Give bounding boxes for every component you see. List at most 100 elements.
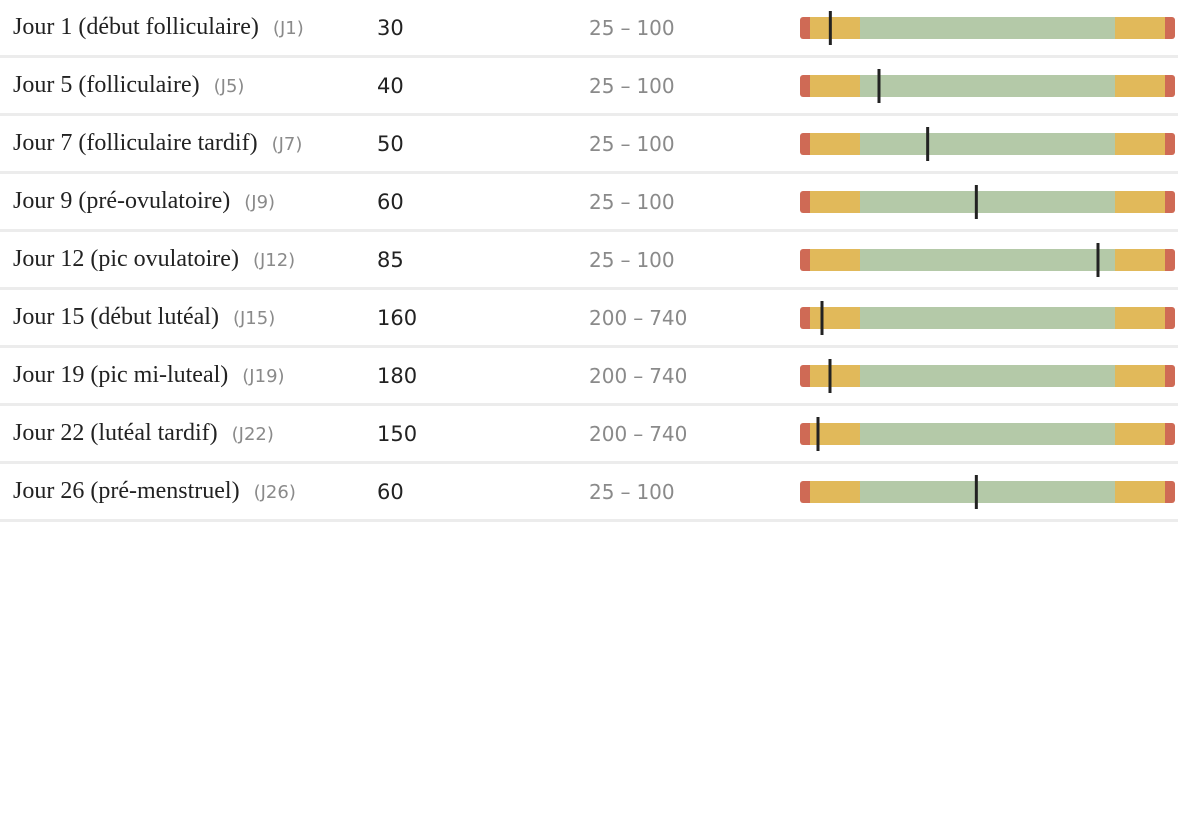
range-separator: – [620, 189, 631, 214]
range-separator: – [620, 131, 631, 156]
reference-range: 25–100 [589, 248, 675, 272]
range-separator: – [620, 73, 631, 98]
test-label: Jour 1 (début folliculaire) (J1) [13, 9, 358, 46]
results-table: Jour 1 (début folliculaire) (J1) 30 25–100 J… [0, 0, 1178, 522]
test-label: Jour 9 (pré-ovulatoire) (J9) [13, 183, 358, 220]
reference-range: 200–740 [589, 306, 687, 330]
test-name: Jour 22 (lutéal tardif) [13, 420, 218, 446]
bar-segment [1115, 248, 1165, 271]
result-value: 30 [377, 15, 404, 40]
range-high: 100 [636, 479, 675, 504]
range-high: 100 [636, 15, 675, 40]
range-low: 200 [589, 363, 628, 388]
result-row: Jour 12 (pic ovulatoire) (J12) 85 25–100 [0, 232, 1178, 290]
bar-segment [1115, 16, 1165, 39]
reference-range: 25–100 [589, 16, 675, 40]
range-low: 25 [589, 73, 615, 98]
test-code: (J22) [231, 424, 274, 445]
range-low: 25 [589, 131, 615, 156]
result-row: Jour 9 (pré-ovulatoire) (J9) 60 25–100 [0, 174, 1178, 232]
range-high: 100 [636, 247, 675, 272]
bar-segment [860, 248, 1115, 271]
value-marker [1096, 242, 1100, 277]
range-low: 25 [589, 479, 615, 504]
result-row: Jour 26 (pré-menstruel) (J26) 60 25–100 [0, 464, 1178, 522]
test-name: Jour 12 (pic ovulatoire) [13, 246, 239, 272]
value-marker [828, 358, 832, 393]
reference-range: 200–740 [589, 364, 687, 388]
test-label: Jour 26 (pré-menstruel) (J26) [13, 473, 358, 510]
bar-segment [810, 364, 860, 387]
range-bar [800, 184, 1175, 219]
test-code: (J15) [232, 308, 276, 329]
test-code: (J1) [272, 18, 304, 39]
result-row: Jour 5 (folliculaire) (J5) 40 25–100 [0, 58, 1178, 116]
test-code: (J7) [271, 134, 303, 155]
value-marker [926, 126, 930, 161]
result-value: 160 [377, 305, 418, 330]
value-marker [974, 184, 978, 219]
result-value: 50 [377, 131, 404, 156]
test-name: Jour 7 (folliculaire tardif) [13, 130, 258, 156]
range-bar [800, 474, 1175, 509]
bar-segment [860, 306, 1115, 329]
bar-segment [810, 132, 860, 155]
bar-segment [860, 190, 1115, 213]
bar-segment [1115, 422, 1165, 445]
result-value: 150 [377, 421, 418, 446]
reference-range: 25–100 [589, 190, 675, 214]
bar-segment [860, 16, 1115, 39]
range-bar [800, 242, 1175, 277]
bar-segment [810, 306, 860, 329]
result-value: 180 [377, 363, 418, 388]
reference-range: 25–100 [589, 132, 675, 156]
test-name: Jour 15 (début lutéal) [13, 304, 219, 330]
test-label: Jour 22 (lutéal tardif) (J22) [13, 415, 358, 452]
bar-segment [1115, 74, 1165, 97]
test-label: Jour 15 (début lutéal) (J15) [13, 299, 358, 336]
range-high: 740 [649, 305, 688, 330]
bar-segment [810, 190, 860, 213]
bar-segment [860, 422, 1115, 445]
test-name: Jour 5 (folliculaire) [13, 72, 200, 98]
range-bar [800, 416, 1175, 451]
range-high: 100 [636, 73, 675, 98]
test-code: (J26) [253, 482, 296, 503]
result-row: Jour 7 (folliculaire tardif) (J7) 50 25–100 [0, 116, 1178, 174]
test-label: Jour 19 (pic mi-luteal) (J19) [13, 357, 358, 394]
bar-segment [860, 74, 1115, 97]
reference-range: 25–100 [589, 74, 675, 98]
bar-segment [810, 16, 860, 39]
value-marker [974, 474, 978, 509]
result-row: Jour 1 (début folliculaire) (J1) 30 25–100 [0, 0, 1178, 58]
range-low: 25 [589, 247, 615, 272]
range-separator: – [620, 479, 631, 504]
range-separator: – [620, 15, 631, 40]
range-high: 100 [636, 189, 675, 214]
test-name: Jour 9 (pré-ovulatoire) [13, 188, 231, 214]
value-marker [820, 300, 824, 335]
bar-segment [1115, 190, 1165, 213]
test-name: Jour 1 (début folliculaire) [13, 14, 259, 40]
test-label: Jour 5 (folliculaire) (J5) [13, 67, 358, 104]
test-label: Jour 7 (folliculaire tardif) (J7) [13, 125, 358, 162]
reference-range: 25–100 [589, 480, 675, 504]
range-bar [800, 358, 1175, 393]
range-bar [800, 126, 1175, 161]
bar-segment [810, 422, 860, 445]
value-marker [877, 68, 881, 103]
result-row: Jour 15 (début lutéal) (J15) 160 200–740 [0, 290, 1178, 348]
range-separator: – [633, 421, 644, 446]
range-separator: – [633, 363, 644, 388]
test-code: (J12) [252, 250, 296, 271]
test-code: (J19) [242, 366, 285, 387]
test-code: (J5) [213, 76, 245, 97]
bar-segment [1115, 480, 1165, 503]
range-bar [800, 10, 1175, 45]
range-high: 740 [649, 363, 688, 388]
result-row: Jour 22 (lutéal tardif) (J22) 150 200–740 [0, 406, 1178, 464]
reference-range: 200–740 [589, 422, 687, 446]
range-separator: – [620, 247, 631, 272]
range-low: 200 [589, 305, 628, 330]
range-low: 25 [589, 15, 615, 40]
